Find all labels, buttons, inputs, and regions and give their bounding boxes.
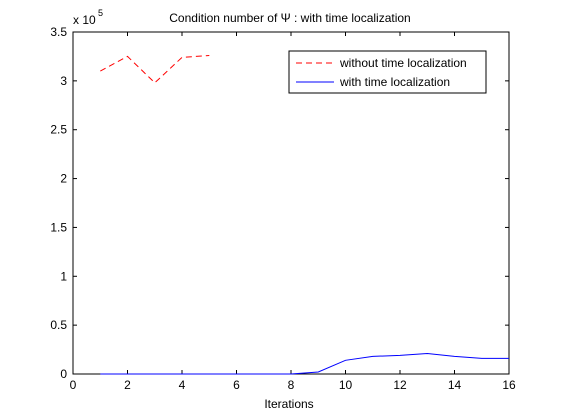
legend-label-without-time-localization: without time localization (339, 56, 467, 70)
x-tick-label: 4 (179, 378, 186, 392)
series-layer (100, 55, 509, 375)
x-axis: 0 2 4 6 8 10 12 14 16 (70, 32, 516, 392)
legend-label-with-time-localization: with time localization (339, 75, 450, 89)
y-tick-label: 0.5 (50, 318, 67, 332)
chart-title: Condition number of Ψ : with time locali… (169, 11, 410, 25)
y-tick-label: 3 (60, 74, 67, 88)
x-tick-label: 6 (233, 378, 240, 392)
y-tick-label: 3.5 (50, 25, 67, 39)
legend: without time localization with time loca… (288, 50, 487, 94)
x-tick-label: 10 (339, 378, 353, 392)
series-line-1 (100, 352, 509, 375)
x-tick-label: 12 (393, 378, 407, 392)
x-tick-label: 0 (70, 378, 77, 392)
x-tick-label: 14 (448, 378, 462, 392)
y-tick-label: 2.5 (50, 123, 67, 137)
series-line-0 (100, 55, 210, 84)
y-tick-label: 2 (60, 172, 67, 186)
y-tick-label: 1.5 (50, 220, 67, 234)
y-exponent-label: x 10 (73, 13, 96, 27)
y-tick-label: 1 (60, 269, 67, 283)
x-axis-label: Iterations (264, 397, 313, 411)
x-tick-label: 8 (288, 378, 295, 392)
y-axis: 0 0.5 1 1.5 2 2.5 3 3.5 (50, 25, 509, 381)
x-tick-label: 16 (502, 378, 516, 392)
legend-box (288, 50, 487, 94)
y-tick-label: 0 (60, 367, 67, 381)
y-exponent-power: 5 (98, 8, 103, 18)
x-tick-label: 2 (124, 378, 131, 392)
